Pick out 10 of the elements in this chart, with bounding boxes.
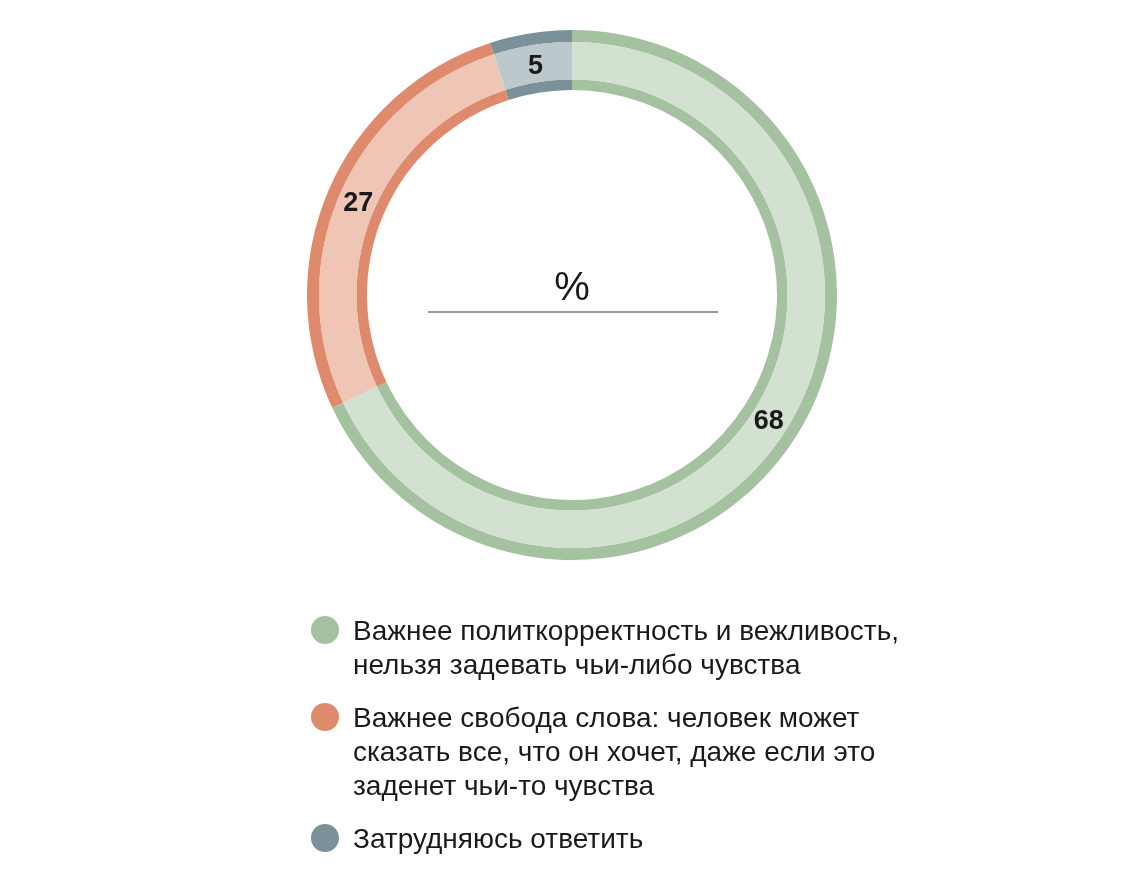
- legend-label: Важнее политкорректность и вежливость, нельзя задевать чьи-либо чувства: [353, 615, 900, 680]
- donut-slice: [307, 42, 509, 408]
- donut-slice: [490, 30, 572, 101]
- data-label: 27: [343, 187, 374, 218]
- data-label: 5: [528, 49, 544, 80]
- legend-label: Важнее свобода слова: человек может сказать все, что он хочет, даже если это заденет чьи-то чувства: [353, 702, 876, 801]
- legend-label: Затрудняюсь ответить: [353, 823, 644, 854]
- text: %: [554, 264, 590, 308]
- data-label: 68: [753, 404, 784, 435]
- donut-slice: [332, 30, 837, 560]
